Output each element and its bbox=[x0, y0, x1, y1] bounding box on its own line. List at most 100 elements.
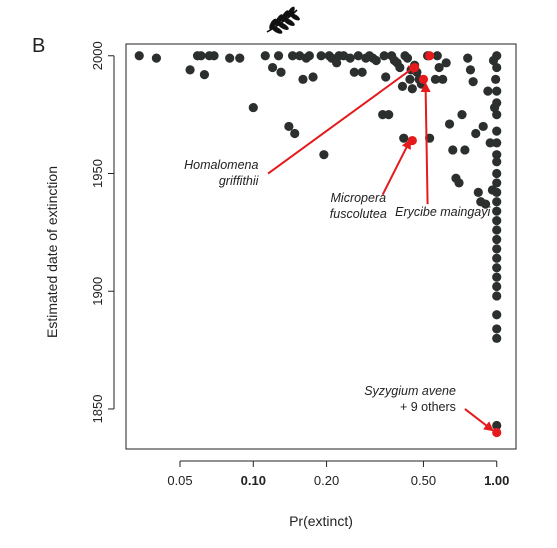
annotation-label: Micropera bbox=[331, 191, 387, 205]
data-point bbox=[349, 67, 359, 77]
data-point bbox=[276, 67, 286, 77]
data-point bbox=[492, 62, 502, 73]
y-tick-label: 1950 bbox=[90, 159, 105, 188]
data-point bbox=[196, 51, 206, 61]
data-point bbox=[468, 77, 478, 87]
annotation-arrow bbox=[267, 64, 419, 175]
data-point bbox=[492, 253, 502, 263]
data-point bbox=[492, 98, 502, 108]
data-point bbox=[492, 157, 502, 167]
data-point bbox=[304, 51, 314, 61]
data-point bbox=[492, 291, 502, 301]
data-point bbox=[384, 110, 394, 120]
highlighted-point bbox=[425, 51, 435, 61]
x-tick-label: 1.00 bbox=[484, 473, 509, 488]
annotation-label: Erycibe maingayi bbox=[395, 205, 491, 219]
data-point bbox=[492, 281, 502, 292]
data-point bbox=[185, 65, 195, 75]
data-points bbox=[134, 51, 502, 438]
x-axis: 0.05 0.10 0.20 0.50 1.00 bbox=[167, 460, 509, 488]
y-tick-label: 2000 bbox=[90, 41, 105, 70]
data-point bbox=[492, 138, 502, 148]
data-point bbox=[199, 70, 210, 80]
data-point bbox=[407, 84, 417, 94]
data-point bbox=[465, 65, 476, 75]
x-tick-label: 0.50 bbox=[411, 473, 436, 488]
data-point bbox=[492, 168, 502, 179]
data-point bbox=[345, 53, 355, 63]
data-point bbox=[492, 178, 502, 188]
data-point bbox=[457, 110, 467, 120]
data-point bbox=[209, 51, 219, 61]
data-point bbox=[492, 206, 502, 216]
data-point bbox=[399, 133, 409, 143]
data-point bbox=[267, 62, 278, 73]
data-point bbox=[492, 86, 502, 96]
annotation-label: Syzygium avene bbox=[364, 384, 456, 398]
data-point bbox=[308, 72, 318, 82]
data-point bbox=[151, 53, 162, 63]
y-axis: 1850 1900 1950 2000 bbox=[90, 41, 115, 424]
data-point bbox=[134, 51, 144, 61]
data-point bbox=[298, 74, 308, 84]
panel-label: B bbox=[32, 35, 45, 57]
data-point bbox=[492, 244, 502, 254]
data-point bbox=[492, 110, 502, 120]
data-point bbox=[483, 86, 493, 96]
data-point bbox=[492, 310, 502, 320]
data-point bbox=[492, 234, 502, 245]
data-point bbox=[492, 263, 502, 273]
data-point bbox=[248, 102, 258, 113]
annotation-arrow bbox=[464, 408, 494, 432]
data-point bbox=[357, 67, 367, 77]
data-point bbox=[402, 53, 413, 63]
annotation-arrow bbox=[381, 138, 411, 196]
data-point bbox=[287, 51, 298, 61]
data-point bbox=[235, 53, 245, 63]
data-point bbox=[273, 51, 284, 61]
data-point bbox=[430, 74, 441, 84]
x-tick-label: 0.05 bbox=[167, 473, 192, 488]
data-point bbox=[332, 58, 342, 68]
plot-frame bbox=[125, 43, 517, 450]
data-point bbox=[260, 51, 270, 61]
annotation-label: fuscolutea bbox=[330, 207, 387, 221]
data-point bbox=[492, 51, 502, 61]
data-point bbox=[492, 324, 502, 334]
x-tick-label: 0.20 bbox=[314, 473, 339, 488]
data-point bbox=[397, 81, 408, 91]
data-point bbox=[438, 74, 448, 84]
data-point bbox=[290, 128, 300, 139]
data-point bbox=[371, 55, 381, 66]
data-point bbox=[381, 72, 391, 82]
data-point bbox=[395, 62, 405, 73]
data-point bbox=[491, 74, 501, 84]
data-point bbox=[492, 215, 502, 226]
annotation-arrow bbox=[420, 82, 431, 205]
data-point bbox=[379, 51, 389, 61]
data-point bbox=[492, 420, 502, 431]
data-point bbox=[492, 187, 502, 197]
data-point bbox=[441, 58, 451, 68]
y-tick-label: 1900 bbox=[90, 277, 105, 306]
data-point bbox=[444, 119, 455, 129]
data-point bbox=[471, 128, 481, 139]
annotation-label: griffithii bbox=[219, 174, 260, 188]
data-point bbox=[434, 62, 444, 73]
y-tick-label: 1850 bbox=[90, 395, 105, 424]
leaf-sprig-icon bbox=[266, 6, 300, 34]
data-point bbox=[492, 225, 502, 235]
y-axis-title: Estimated date of extinction bbox=[44, 166, 60, 338]
data-point bbox=[473, 187, 483, 197]
data-point bbox=[432, 51, 442, 61]
data-point bbox=[492, 272, 502, 282]
data-point bbox=[454, 178, 464, 188]
data-point bbox=[492, 197, 502, 207]
annotation-label: Homalomena bbox=[184, 158, 258, 172]
annotation-label: + 9 others bbox=[400, 400, 456, 414]
data-point bbox=[485, 138, 495, 148]
x-tick-label: 0.10 bbox=[241, 473, 266, 488]
data-point bbox=[225, 53, 235, 63]
data-point bbox=[480, 199, 491, 209]
